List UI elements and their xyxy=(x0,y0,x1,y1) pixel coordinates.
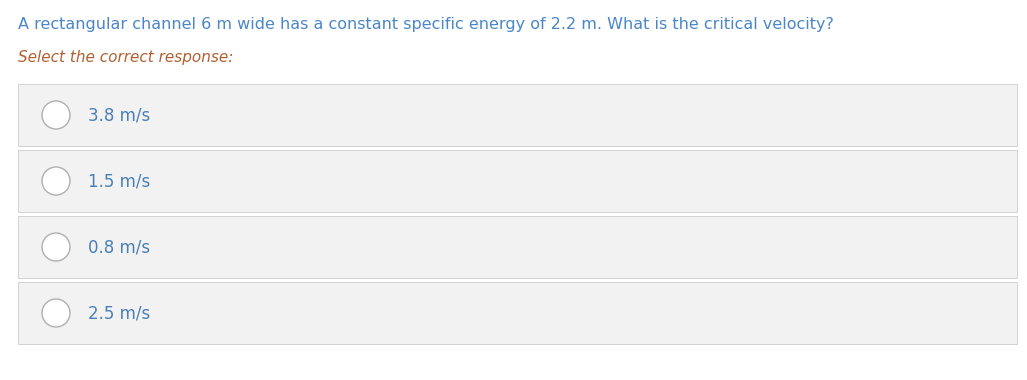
Bar xyxy=(18,84,1017,146)
Text: 3.8 m/s: 3.8 m/s xyxy=(88,106,150,124)
Circle shape xyxy=(42,101,70,129)
Bar xyxy=(18,216,1017,278)
Text: A rectangular channel 6 m wide has a constant specific energy of 2.2 m. What is : A rectangular channel 6 m wide has a con… xyxy=(18,17,834,32)
Bar xyxy=(18,150,1017,212)
Text: 1.5 m/s: 1.5 m/s xyxy=(88,172,150,190)
Text: 2.5 m/s: 2.5 m/s xyxy=(88,304,150,322)
Circle shape xyxy=(42,167,70,195)
Bar xyxy=(18,282,1017,344)
Text: 0.8 m/s: 0.8 m/s xyxy=(88,238,150,256)
Circle shape xyxy=(42,299,70,327)
Text: Select the correct response:: Select the correct response: xyxy=(18,50,233,65)
Circle shape xyxy=(42,233,70,261)
